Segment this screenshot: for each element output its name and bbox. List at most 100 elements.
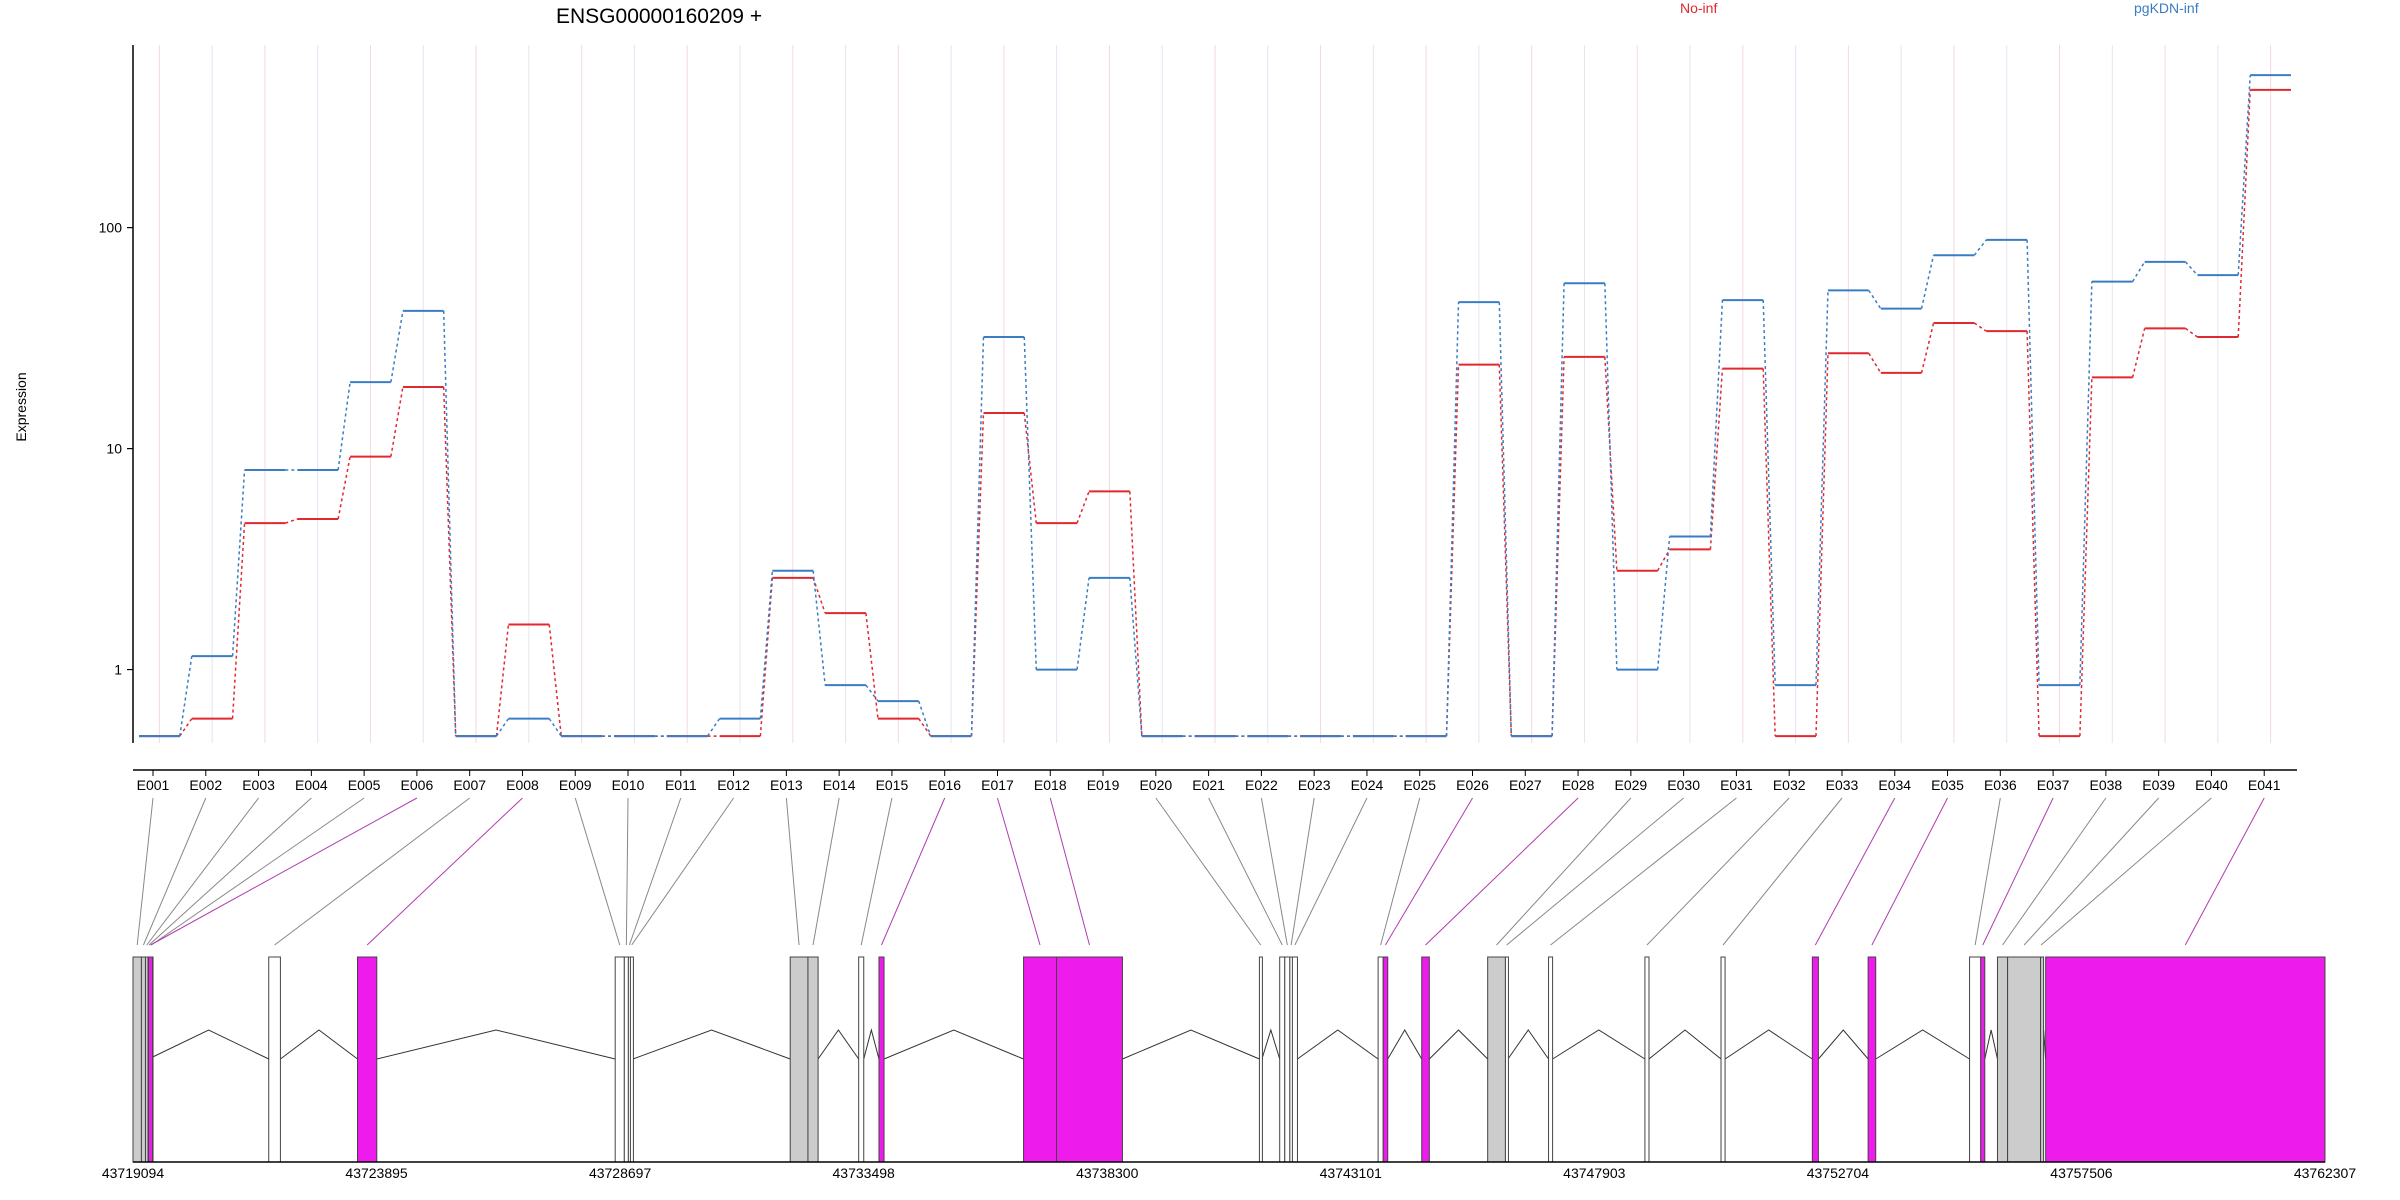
x-tick-label-e005: E005	[348, 777, 381, 793]
connector-e003	[146, 797, 259, 946]
connector-e013	[785, 797, 800, 946]
connector-pgkdn-inf	[1023, 336, 1038, 670]
connector-no-inf	[337, 456, 351, 520]
coord-label: 43733498	[833, 1165, 896, 1181]
connector-e023	[1290, 797, 1315, 946]
x-tick-label-e007: E007	[453, 777, 486, 793]
connector-pgkdn-inf	[1551, 283, 1565, 737]
y-tick-label: 1	[114, 662, 122, 678]
gene-model	[132, 956, 2326, 1163]
x-tick-label-e030: E030	[1667, 777, 1700, 793]
connector-e022	[1260, 797, 1288, 946]
x-tick-label-e041: E041	[2248, 777, 2281, 793]
exon-box-e020	[1258, 956, 1263, 1163]
x-tick-label-e011: E011	[665, 777, 697, 793]
x-tick-label-e006: E006	[401, 777, 434, 793]
intron-line	[1507, 1029, 1549, 1060]
x-tick-label-e010: E010	[612, 777, 645, 793]
connector-pgkdn-inf	[1129, 577, 1143, 737]
intron-line	[1122, 1029, 1260, 1060]
exon-box-e026	[1382, 956, 1389, 1163]
chart-title: ENSG00000160209 +	[556, 5, 762, 28]
x-tick-label-e040: E040	[2195, 777, 2228, 793]
exon-box-e007	[268, 956, 281, 1163]
exon-box-e015	[858, 956, 865, 1163]
connector-no-inf	[1709, 368, 1724, 550]
intron-line	[376, 1029, 616, 1060]
intron-line	[1875, 1029, 1970, 1060]
connector-no-inf	[1498, 364, 1513, 737]
intron-line	[1984, 1029, 1998, 1060]
exon-box-e031	[1548, 956, 1554, 1163]
x-tick-label-e034: E034	[1878, 777, 1911, 793]
plot-series	[139, 74, 2291, 738]
connector-e032	[1646, 797, 1790, 946]
intron-line	[1724, 1029, 1813, 1060]
exon-box-e040	[2040, 956, 2045, 1163]
x-tick-label-e012: E012	[717, 777, 750, 793]
exon-box-e001	[132, 956, 142, 1163]
exon-box-e025	[1377, 956, 1384, 1163]
y-tick-label: 10	[106, 441, 122, 457]
x-tick-label-e018: E018	[1034, 777, 1067, 793]
x-tick-label-e013: E013	[770, 777, 803, 793]
coord-label: 43762307	[2294, 1165, 2357, 1181]
x-tick-label-e035: E035	[1931, 777, 1964, 793]
connector-no-inf	[2237, 89, 2251, 338]
connector-e031	[1550, 797, 1737, 946]
exon-box-e013	[789, 956, 809, 1163]
connector-e035	[1871, 797, 1948, 946]
x-tick-label-e036: E036	[1984, 777, 2017, 793]
x-tick-label-e009: E009	[559, 777, 592, 793]
connector-e002	[142, 797, 207, 946]
connector-e036	[1974, 797, 2001, 946]
connector-e038	[2002, 797, 2107, 946]
exon-box-e010	[623, 956, 629, 1163]
exon-box-e008	[357, 956, 378, 1163]
connector-e016	[881, 797, 946, 946]
connector-no-inf	[2026, 331, 2040, 737]
x-tick-label-e016: E016	[928, 777, 961, 793]
x-tick-label-e008: E008	[506, 777, 539, 793]
x-tick-label-e024: E024	[1351, 777, 1384, 793]
legend-entry-pgkdn-inf: pgKDN-inf	[2134, 0, 2199, 16]
intron-line	[883, 1029, 1024, 1060]
connector-e030	[1506, 797, 1684, 946]
connector-no-inf	[2131, 328, 2146, 378]
exon-box-e029	[1487, 956, 1506, 1163]
connector-e026	[1385, 797, 1473, 946]
intron-line	[863, 1028, 880, 1060]
connector-no-inf	[1868, 352, 1882, 374]
connector-pgkdn-inf	[1604, 283, 1618, 670]
exon-box-e032	[1644, 956, 1650, 1163]
intron-line	[1261, 1028, 1281, 1060]
intron-line	[148, 1029, 269, 1060]
connector-pgkdn-inf	[390, 310, 404, 383]
connector-e009	[574, 797, 621, 946]
x-tick-label-e039: E039	[2142, 777, 2175, 793]
connector-e014	[812, 797, 840, 946]
connector-pgkdn-inf	[1076, 577, 1090, 670]
exon-box-e030	[1504, 956, 1509, 1163]
x-tick-label-e001: E001	[137, 777, 170, 793]
exon-grid	[158, 45, 2272, 743]
connector-no-inf	[1973, 322, 1987, 332]
x-tick-label-e002: E002	[189, 777, 222, 793]
x-tick-label-e021: E021	[1192, 777, 1225, 793]
connector-no-inf	[1815, 353, 1829, 737]
connector-e012	[631, 797, 734, 946]
coord-label: 43719094	[102, 1165, 165, 1181]
connector-pgkdn-inf	[2026, 239, 2040, 686]
connector-e004	[148, 797, 312, 946]
x-tick-label-e017: E017	[981, 777, 1014, 793]
connector-no-inf	[390, 386, 404, 457]
connector-pgkdn-inf	[1709, 300, 1724, 537]
connector-pgkdn-inf	[442, 310, 457, 737]
exon-box-e002	[140, 956, 146, 1163]
connector-pgkdn-inf	[759, 570, 774, 719]
connector-e006	[150, 797, 418, 946]
coord-label: 43757506	[2050, 1165, 2113, 1181]
connector-e021	[1208, 797, 1283, 946]
x-tick-label-e027: E027	[1509, 777, 1542, 793]
